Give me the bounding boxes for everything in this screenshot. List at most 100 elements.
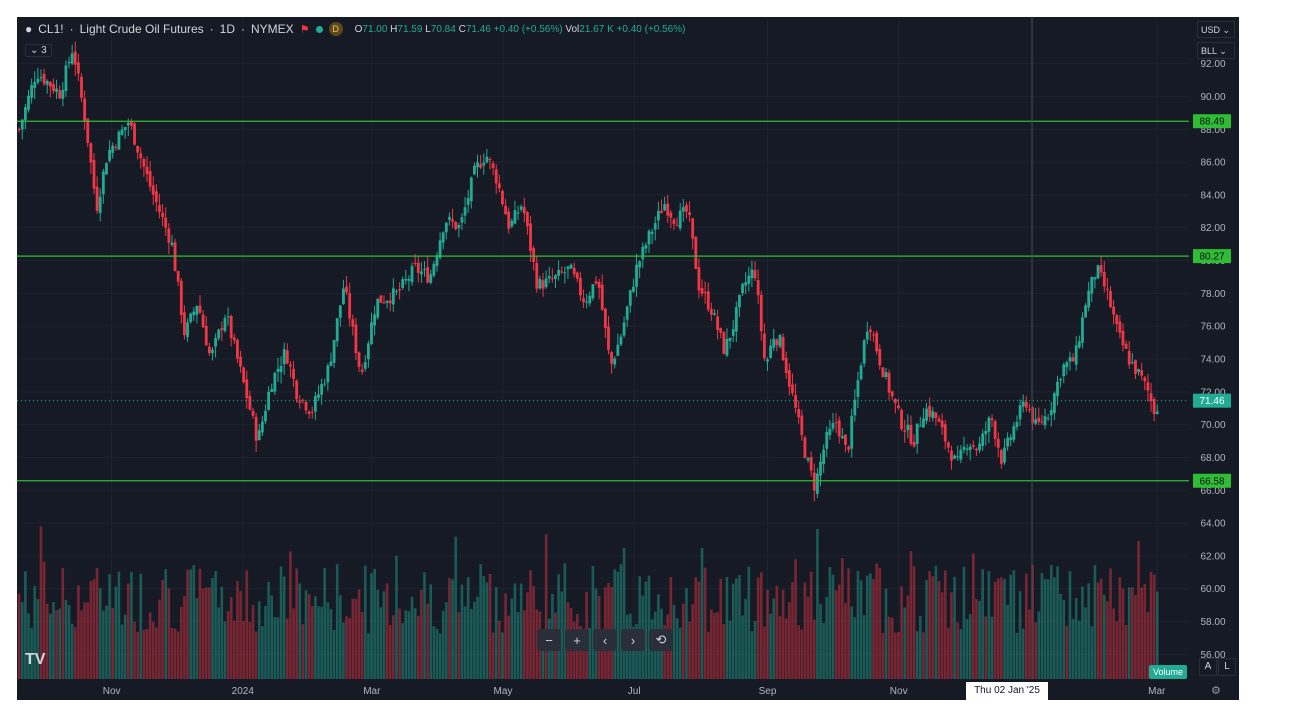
candle-body <box>395 290 398 292</box>
volume-bar <box>1109 568 1112 679</box>
candle-body <box>619 336 623 345</box>
candle-body <box>245 379 249 399</box>
volume-bar <box>342 622 345 679</box>
volume-bar <box>619 564 623 679</box>
volume-bar <box>703 567 707 679</box>
volume-bar <box>89 580 93 679</box>
tradingview-logo[interactable]: TV <box>25 651 46 668</box>
candle-body <box>975 448 978 451</box>
volume-bar <box>809 571 813 679</box>
scroll-left-button[interactable]: ‹ <box>593 629 617 651</box>
candle-body <box>1015 422 1019 427</box>
volume-bar <box>133 621 136 679</box>
candle-body <box>382 302 386 304</box>
reset-icon[interactable]: ⟲ <box>649 629 673 651</box>
candle-body <box>270 388 274 392</box>
candle-body <box>1115 315 1119 324</box>
zoom-in-button[interactable]: + <box>565 629 589 651</box>
volume-bar <box>176 631 180 679</box>
interval-label[interactable]: 1D <box>219 22 236 36</box>
candle-body <box>154 191 158 203</box>
volume-bar <box>360 611 364 679</box>
volume-bar <box>635 624 638 679</box>
candle-body <box>95 186 99 211</box>
flag-icon[interactable]: ⚑ <box>299 23 310 36</box>
candle-body <box>148 171 152 187</box>
volume-bar <box>1021 628 1025 679</box>
candle-body <box>105 163 108 175</box>
candle-body <box>522 206 526 214</box>
candle-body <box>204 325 208 346</box>
volume-bar <box>529 570 532 679</box>
candle-body <box>825 431 829 449</box>
volume-bar <box>940 592 944 679</box>
volume-bar <box>454 536 457 679</box>
candle-body <box>816 473 819 494</box>
candle-body <box>444 222 448 233</box>
candle-body <box>685 204 688 212</box>
candle-body <box>360 369 364 372</box>
volume-bar <box>192 565 196 679</box>
volume-bar <box>432 626 436 679</box>
candle-body <box>990 418 994 421</box>
collapse-indicators-button[interactable]: ⌄ 3 <box>25 44 52 57</box>
candle-body <box>656 210 660 221</box>
y-tick-label: 64.00 <box>1200 519 1225 530</box>
x-tick-label: Sep <box>759 686 777 697</box>
currency-selector[interactable]: USD ⌄ <box>1197 21 1235 38</box>
volume-bar <box>448 577 451 679</box>
log-scale-button[interactable]: L <box>1218 658 1236 676</box>
candlestick-chart[interactable]: 92.0090.0088.0086.0084.0082.0080.0078.00… <box>17 17 1239 700</box>
volume-bar <box>423 572 426 679</box>
volume-bar <box>1155 591 1159 679</box>
candle-body <box>482 162 486 166</box>
candle-body <box>797 408 801 418</box>
symbol-label[interactable]: CL1! <box>38 22 64 36</box>
volume-bar <box>114 586 118 679</box>
ohlc-item: +0.40 (+0.56%) <box>616 23 686 35</box>
volume-bar <box>728 620 732 679</box>
gear-icon[interactable]: ⚙ <box>1211 685 1221 697</box>
candle-body <box>881 367 885 378</box>
volume-bar <box>862 615 866 679</box>
candle-body <box>120 129 124 135</box>
volume-bar <box>897 631 900 679</box>
volume-bar <box>304 590 308 679</box>
volume-bar <box>64 600 68 679</box>
auto-scale-button[interactable]: A <box>1199 658 1217 676</box>
volume-bar <box>1121 588 1125 679</box>
candle-body <box>529 223 532 251</box>
candle-body <box>1071 357 1075 362</box>
candle-body <box>663 204 667 211</box>
volume-bar <box>719 578 723 679</box>
volume-bar <box>416 615 420 679</box>
volume-bar <box>27 613 30 679</box>
candle-body <box>800 415 804 435</box>
scroll-right-button[interactable]: › <box>621 629 645 651</box>
chart-panel[interactable]: 92.0090.0088.0086.0084.0082.0080.0078.00… <box>17 17 1239 700</box>
candle-body <box>404 279 408 281</box>
candle-body <box>591 284 595 299</box>
candle-body <box>276 368 280 372</box>
volume-bar <box>139 573 143 679</box>
candle-body <box>834 422 838 424</box>
volume-bar <box>136 632 139 679</box>
volume-bar <box>906 595 910 679</box>
candle-body <box>872 334 875 336</box>
exchange-label: NYMEX <box>251 22 294 36</box>
candle-body <box>647 230 651 245</box>
candle-body <box>803 437 807 458</box>
candle-body <box>956 456 960 458</box>
volume-bar <box>1127 587 1131 679</box>
volume-bar <box>211 578 214 679</box>
volume-bar <box>1087 583 1090 679</box>
candle-body <box>388 300 392 304</box>
unit-selector[interactable]: BLL ⌄ <box>1197 42 1235 59</box>
zoom-out-button[interactable]: − <box>537 629 561 651</box>
volume-bar <box>39 526 43 679</box>
volume-bar <box>273 617 277 679</box>
candle-body <box>438 240 442 258</box>
volume-bar <box>894 632 897 679</box>
volume-bar <box>706 631 710 679</box>
volume-bar <box>485 582 489 679</box>
